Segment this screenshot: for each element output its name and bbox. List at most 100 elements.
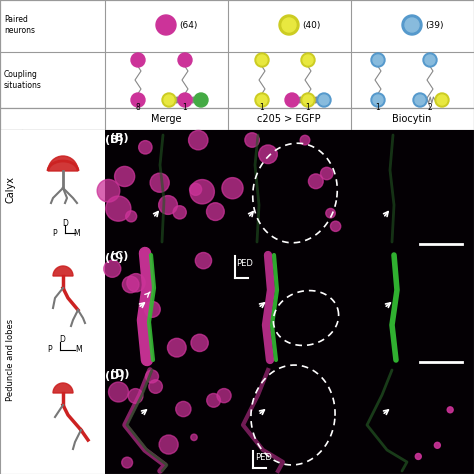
Circle shape [303,55,313,65]
Text: 8: 8 [136,102,140,111]
Circle shape [326,209,335,218]
Circle shape [173,206,186,219]
Circle shape [373,55,383,65]
Wedge shape [53,266,73,276]
Circle shape [303,95,313,105]
Bar [228,366,351,474]
Circle shape [317,93,331,107]
Bar [105,248,228,366]
Circle shape [207,393,220,407]
Circle shape [255,53,269,67]
Circle shape [435,93,449,107]
Text: Peduncle and lobes: Peduncle and lobes [7,319,16,401]
Circle shape [447,407,453,413]
Circle shape [150,173,169,192]
Circle shape [255,93,269,107]
Circle shape [97,180,120,202]
Bar [105,130,228,248]
Text: PED: PED [255,454,272,463]
Circle shape [257,55,267,65]
Circle shape [138,141,152,154]
Text: M: M [73,228,80,237]
Circle shape [437,95,447,105]
Circle shape [109,382,128,402]
Text: Biocytin: Biocytin [392,114,432,124]
Text: (D): (D) [105,371,125,381]
Circle shape [423,53,437,67]
Text: Paired
neurons: Paired neurons [4,15,35,35]
Text: PED: PED [236,258,253,267]
Circle shape [178,93,192,107]
Circle shape [159,196,177,214]
Circle shape [279,15,299,35]
Circle shape [415,95,425,105]
Text: 1: 1 [375,102,380,111]
Bar [22,130,105,248]
Text: c205 > EGFP: c205 > EGFP [257,114,321,124]
Text: P: P [53,228,57,237]
Circle shape [104,260,121,277]
Circle shape [162,93,176,107]
Bar [351,366,474,474]
Text: D: D [59,336,65,345]
Text: Coupling
situations: Coupling situations [4,70,42,90]
Circle shape [330,221,341,231]
Circle shape [402,15,422,35]
Circle shape [131,53,145,67]
Circle shape [190,180,214,204]
Circle shape [300,135,310,145]
Circle shape [371,93,385,107]
Wedge shape [53,383,73,393]
Circle shape [149,380,163,393]
Text: 1: 1 [260,102,264,111]
Circle shape [301,93,315,107]
Circle shape [371,53,385,67]
Text: (64): (64) [179,20,197,29]
Text: 2: 2 [428,102,432,111]
Circle shape [190,183,201,195]
Bar [22,366,105,474]
Circle shape [189,130,208,150]
Bar [228,130,351,248]
Circle shape [126,211,137,222]
Text: M: M [76,346,82,355]
Circle shape [145,301,160,317]
Circle shape [195,253,211,269]
Bar [0,0,474,108]
Circle shape [319,95,329,105]
Circle shape [259,145,277,164]
Circle shape [413,93,427,107]
Bar [22,248,105,366]
Circle shape [127,273,145,292]
Circle shape [146,370,158,383]
Circle shape [176,401,191,417]
Bar [0,248,22,474]
Wedge shape [48,156,78,171]
Circle shape [122,276,139,293]
Text: D: D [62,219,68,228]
Circle shape [191,334,208,352]
Circle shape [425,55,435,65]
Circle shape [191,434,197,440]
Circle shape [320,167,333,180]
Text: (40): (40) [302,20,320,29]
Circle shape [257,95,267,105]
Text: 1: 1 [306,102,310,111]
Circle shape [122,457,133,468]
Circle shape [115,166,135,187]
Circle shape [282,18,296,32]
Circle shape [285,93,299,107]
Circle shape [131,93,145,107]
Bar [0,108,474,130]
Text: Merge: Merge [151,114,181,124]
Circle shape [415,454,421,459]
Circle shape [167,338,186,357]
Circle shape [128,389,143,403]
Circle shape [207,203,224,220]
Circle shape [156,15,176,35]
Text: (D): (D) [110,369,129,379]
Bar [351,130,474,248]
Circle shape [217,389,231,403]
Text: (B): (B) [105,135,124,145]
Text: (C): (C) [105,253,123,263]
